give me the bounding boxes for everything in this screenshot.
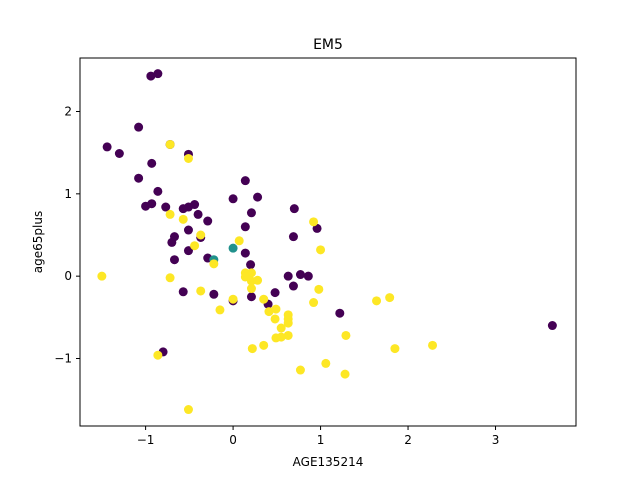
data-point — [203, 216, 213, 226]
data-point — [209, 259, 219, 269]
data-point — [270, 314, 280, 324]
data-point — [228, 243, 238, 253]
data-point — [335, 308, 345, 318]
data-point — [183, 246, 193, 256]
data-point — [303, 271, 313, 281]
y-tick-label: 1 — [64, 187, 72, 201]
data-point — [385, 293, 395, 303]
data-point — [246, 260, 256, 270]
x-tick-label: 1 — [317, 433, 325, 447]
y-axis-label: age65plus — [31, 211, 45, 273]
data-point — [295, 365, 305, 375]
data-point — [270, 288, 280, 298]
data-point — [253, 275, 263, 285]
data-point — [234, 236, 244, 246]
data-point — [271, 304, 281, 314]
x-axis-ticks: −1 0 1 2 3 — [137, 426, 500, 447]
data-point — [190, 200, 200, 210]
data-point — [312, 223, 322, 233]
data-point — [196, 286, 206, 296]
scatter-points — [97, 69, 557, 415]
data-point — [288, 281, 298, 291]
data-point — [196, 230, 206, 240]
data-point — [309, 217, 319, 227]
x-tick-label: −1 — [137, 433, 155, 447]
data-point — [183, 405, 193, 415]
x-axis-label: AGE135214 — [293, 455, 364, 469]
data-point — [153, 186, 163, 196]
data-point — [283, 271, 293, 281]
data-point — [134, 173, 144, 183]
data-point — [295, 270, 305, 280]
data-point — [321, 358, 331, 368]
data-point — [316, 245, 326, 255]
data-point — [153, 350, 163, 360]
data-point — [390, 344, 400, 354]
data-point — [193, 209, 203, 219]
data-point — [228, 194, 238, 204]
data-point — [169, 255, 179, 265]
data-point — [165, 139, 175, 149]
data-point — [183, 225, 193, 235]
data-point — [253, 192, 263, 202]
data-point — [178, 204, 188, 214]
data-point — [114, 149, 124, 158]
data-point — [289, 204, 299, 214]
chart-title: EM5 — [313, 37, 343, 53]
data-point — [161, 202, 171, 212]
data-point — [240, 248, 250, 258]
data-point — [276, 323, 286, 333]
data-point — [228, 294, 238, 304]
data-point — [183, 153, 193, 163]
data-point — [153, 69, 163, 79]
data-point — [372, 296, 382, 306]
data-point — [341, 330, 351, 340]
data-point — [209, 289, 219, 299]
data-point — [147, 158, 157, 168]
data-point — [169, 232, 179, 242]
data-point — [264, 307, 274, 317]
data-point — [97, 271, 107, 281]
x-tick-label: 3 — [492, 433, 500, 447]
data-point — [190, 241, 200, 251]
data-point — [102, 142, 112, 152]
data-point — [246, 292, 256, 302]
data-point — [246, 284, 256, 294]
data-point — [165, 273, 175, 283]
data-point — [178, 214, 188, 224]
data-point — [288, 232, 298, 242]
y-tick-label: 2 — [64, 105, 72, 119]
data-point — [240, 222, 250, 232]
data-point — [178, 287, 188, 297]
data-point — [247, 344, 257, 354]
y-tick-label: −1 — [54, 351, 72, 365]
x-tick-label: 2 — [404, 433, 412, 447]
data-point — [246, 208, 256, 218]
data-point — [314, 284, 324, 294]
data-point — [259, 340, 269, 350]
x-tick-label: 0 — [229, 433, 237, 447]
y-axis-ticks: −1 0 1 2 — [54, 105, 80, 365]
data-point — [259, 294, 269, 304]
data-point — [165, 209, 175, 219]
plot-frame — [79, 57, 577, 427]
data-point — [283, 330, 293, 340]
data-point — [240, 176, 250, 186]
y-tick-label: 0 — [64, 269, 72, 283]
data-point — [215, 305, 225, 315]
data-point — [146, 71, 156, 81]
data-point — [134, 122, 144, 132]
data-point — [283, 318, 293, 328]
data-point — [428, 340, 438, 350]
data-point — [547, 321, 557, 331]
data-point — [147, 199, 157, 209]
data-point — [340, 369, 350, 379]
data-point — [309, 298, 319, 308]
data-point — [276, 332, 286, 342]
